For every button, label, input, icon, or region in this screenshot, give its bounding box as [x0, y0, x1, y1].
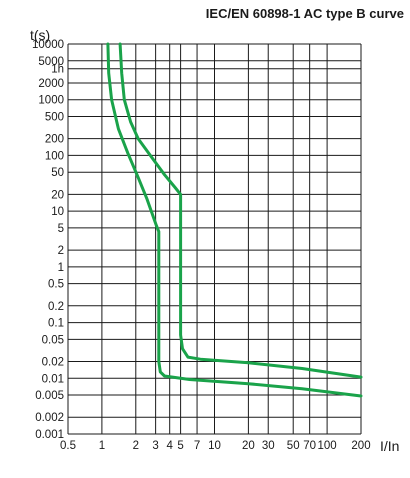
- x-tick-label: 4: [166, 440, 173, 452]
- y-tick-label: 10: [51, 206, 64, 218]
- y-tick-label: 50: [51, 167, 64, 179]
- y-tick-label: 0.001: [35, 429, 64, 441]
- x-tick-label: 5: [177, 440, 183, 452]
- x-tick-label: 2: [133, 440, 139, 452]
- x-tick-label: 0.5: [60, 440, 76, 452]
- y-tick-label: 0.5: [48, 279, 64, 291]
- y-tick-label: 10000: [32, 39, 64, 51]
- x-tick-label: 20: [242, 440, 255, 452]
- y-tick-label: 1000: [38, 95, 64, 107]
- x-tick-label: 200: [351, 440, 370, 452]
- y-tick-label: 0.002: [35, 412, 64, 424]
- x-tick-labels: 0.5 1 2 3 4 5 7 10 20 30 50 70 100 200: [60, 440, 371, 452]
- y-tick-label: 1h: [51, 64, 64, 76]
- y-tick-label: 0.05: [42, 334, 64, 346]
- y-tick-label: 5000: [38, 56, 64, 68]
- y-tick-label: 5: [58, 223, 64, 235]
- y-tick-label: 0.2: [48, 301, 64, 313]
- trip-curve-1: [106, 42, 363, 398]
- y-tick-label: 500: [45, 111, 64, 123]
- y-axis-label: t(s): [30, 27, 50, 43]
- y-tick-label: 2000: [38, 78, 64, 90]
- trip-curves: [106, 42, 363, 398]
- y-tick-label: 0.1: [48, 318, 64, 330]
- y-tick-label: 2: [58, 245, 64, 257]
- x-tick-label: 50: [287, 440, 300, 452]
- x-axis-label: I/In: [380, 438, 399, 454]
- y-tick-label: 0.005: [35, 390, 64, 402]
- x-tick-label: 1: [99, 440, 105, 452]
- y-tick-label: 20: [51, 189, 64, 201]
- x-tick-label: 100: [318, 440, 337, 452]
- x-tick-label: 10: [208, 440, 221, 452]
- trip-curve-2: [118, 42, 363, 379]
- x-tick-label: 3: [152, 440, 158, 452]
- y-gridlines: [68, 43, 361, 435]
- y-tick-label: 1: [58, 262, 64, 274]
- y-tick-label: 0.01: [42, 373, 64, 385]
- y-tick-label: 0.02: [42, 357, 64, 369]
- y-tick-label: 200: [45, 134, 64, 146]
- x-tick-label: 7: [194, 440, 200, 452]
- x-tick-label: 30: [262, 440, 275, 452]
- x-tick-label: 70: [303, 440, 316, 452]
- chart-title: IEC/EN 60898-1 AC type B curve: [206, 6, 404, 21]
- y-tick-label: 100: [45, 150, 64, 162]
